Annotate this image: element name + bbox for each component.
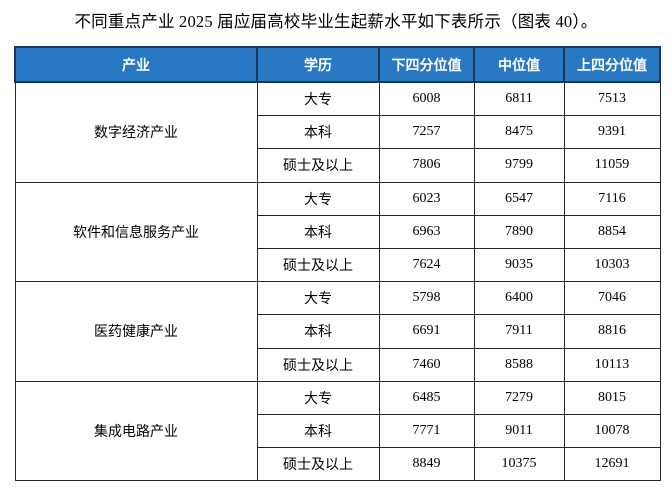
degree-cell: 大专 <box>256 380 380 415</box>
p25-cell: 6963 <box>378 214 475 249</box>
p25-cell: 8849 <box>378 447 475 482</box>
p25-cell: 6023 <box>378 181 475 216</box>
table-row: 软件和信息服务产业 大专 6023 6547 7116 <box>14 181 661 283</box>
median-cell: 9035 <box>473 247 565 283</box>
degree-cell: 硕士及以上 <box>256 447 380 482</box>
p75-cell: 10078 <box>563 413 661 449</box>
p75-cell: 7046 <box>563 281 661 316</box>
header-cell-industry: 产业 <box>14 46 258 83</box>
table-row: 硕士及以上 7460 8588 10113 <box>15 347 661 382</box>
median-cell: 10375 <box>473 447 565 482</box>
p25-cell: 5798 <box>378 281 475 316</box>
p25-cell: 7257 <box>378 115 475 150</box>
median-cell: 8588 <box>473 347 565 382</box>
table-row: 本科 7257 8475 9391 <box>15 115 661 150</box>
p75-cell: 8816 <box>563 314 661 349</box>
median-cell: 7279 <box>473 380 565 415</box>
median-cell: 6811 <box>473 81 565 117</box>
p75-cell: 8854 <box>563 214 661 249</box>
median-cell: 7911 <box>473 314 565 349</box>
degree-cell: 硕士及以上 <box>256 347 380 382</box>
median-cell: 7890 <box>473 214 565 249</box>
table-row: 本科 7771 9011 10078 <box>15 413 661 449</box>
table-row: 集成电路产业 大专 6485 7279 8015 <box>14 380 661 482</box>
industry-cell: 集成电路产业 <box>14 380 258 482</box>
degree-cell: 本科 <box>256 115 380 150</box>
industry-cell: 医药健康产业 <box>14 281 258 382</box>
page-title: 不同重点产业 2025 届应届高校毕业生起薪水平如下表所示（图表 40）。 <box>74 12 598 31</box>
table-row: 医药健康产业 大专 5798 6400 7046 <box>14 281 661 382</box>
salary-table: 产业 学历 下四分位值 中位值 上四分位值 数字经济产业 大专 6008 681… <box>14 46 661 482</box>
median-cell: 6400 <box>473 281 565 316</box>
table-row: 硕士及以上 7806 9799 11059 <box>15 148 661 183</box>
table-row: 硕士及以上 8849 10375 12691 <box>15 447 661 482</box>
p75-cell: 7513 <box>563 81 661 117</box>
degree-cell: 大专 <box>256 181 380 216</box>
table-row: 本科 6963 7890 8854 <box>15 214 661 249</box>
p25-cell: 6008 <box>378 81 475 117</box>
p75-cell: 10113 <box>563 347 661 382</box>
degree-cell: 本科 <box>256 413 380 449</box>
median-cell: 8475 <box>473 115 565 150</box>
p25-cell: 6485 <box>378 380 475 415</box>
p25-cell: 7624 <box>378 247 475 283</box>
p75-cell: 9391 <box>563 115 661 150</box>
header-cell-lower-quartile: 下四分位值 <box>378 46 475 83</box>
degree-cell: 大专 <box>256 281 380 316</box>
table-header-row: 产业 学历 下四分位值 中位值 上四分位值 <box>14 46 661 83</box>
degree-cell: 硕士及以上 <box>256 148 380 183</box>
p75-cell: 11059 <box>563 148 661 183</box>
industry-cell: 数字经济产业 <box>14 81 258 183</box>
table-row: 硕士及以上 7624 9035 10303 <box>15 247 661 283</box>
median-cell: 9799 <box>473 148 565 183</box>
p25-cell: 7460 <box>378 347 475 382</box>
degree-cell: 本科 <box>256 314 380 349</box>
degree-cell: 硕士及以上 <box>256 247 380 283</box>
degree-cell: 本科 <box>256 214 380 249</box>
header-cell-median: 中位值 <box>473 46 565 83</box>
p25-cell: 6691 <box>378 314 475 349</box>
p75-cell: 7116 <box>563 181 661 216</box>
industry-cell: 软件和信息服务产业 <box>14 181 258 283</box>
table-row: 数字经济产业 大专 6008 6811 7513 <box>14 81 661 183</box>
median-cell: 9011 <box>473 413 565 449</box>
median-cell: 6547 <box>473 181 565 216</box>
p25-cell: 7771 <box>378 413 475 449</box>
p25-cell: 7806 <box>378 148 475 183</box>
header-cell-degree: 学历 <box>256 46 380 83</box>
degree-cell: 大专 <box>256 81 380 117</box>
p75-cell: 10303 <box>563 247 661 283</box>
p75-cell: 12691 <box>563 447 661 482</box>
header-cell-upper-quartile: 上四分位值 <box>563 46 661 83</box>
p75-cell: 8015 <box>563 380 661 415</box>
